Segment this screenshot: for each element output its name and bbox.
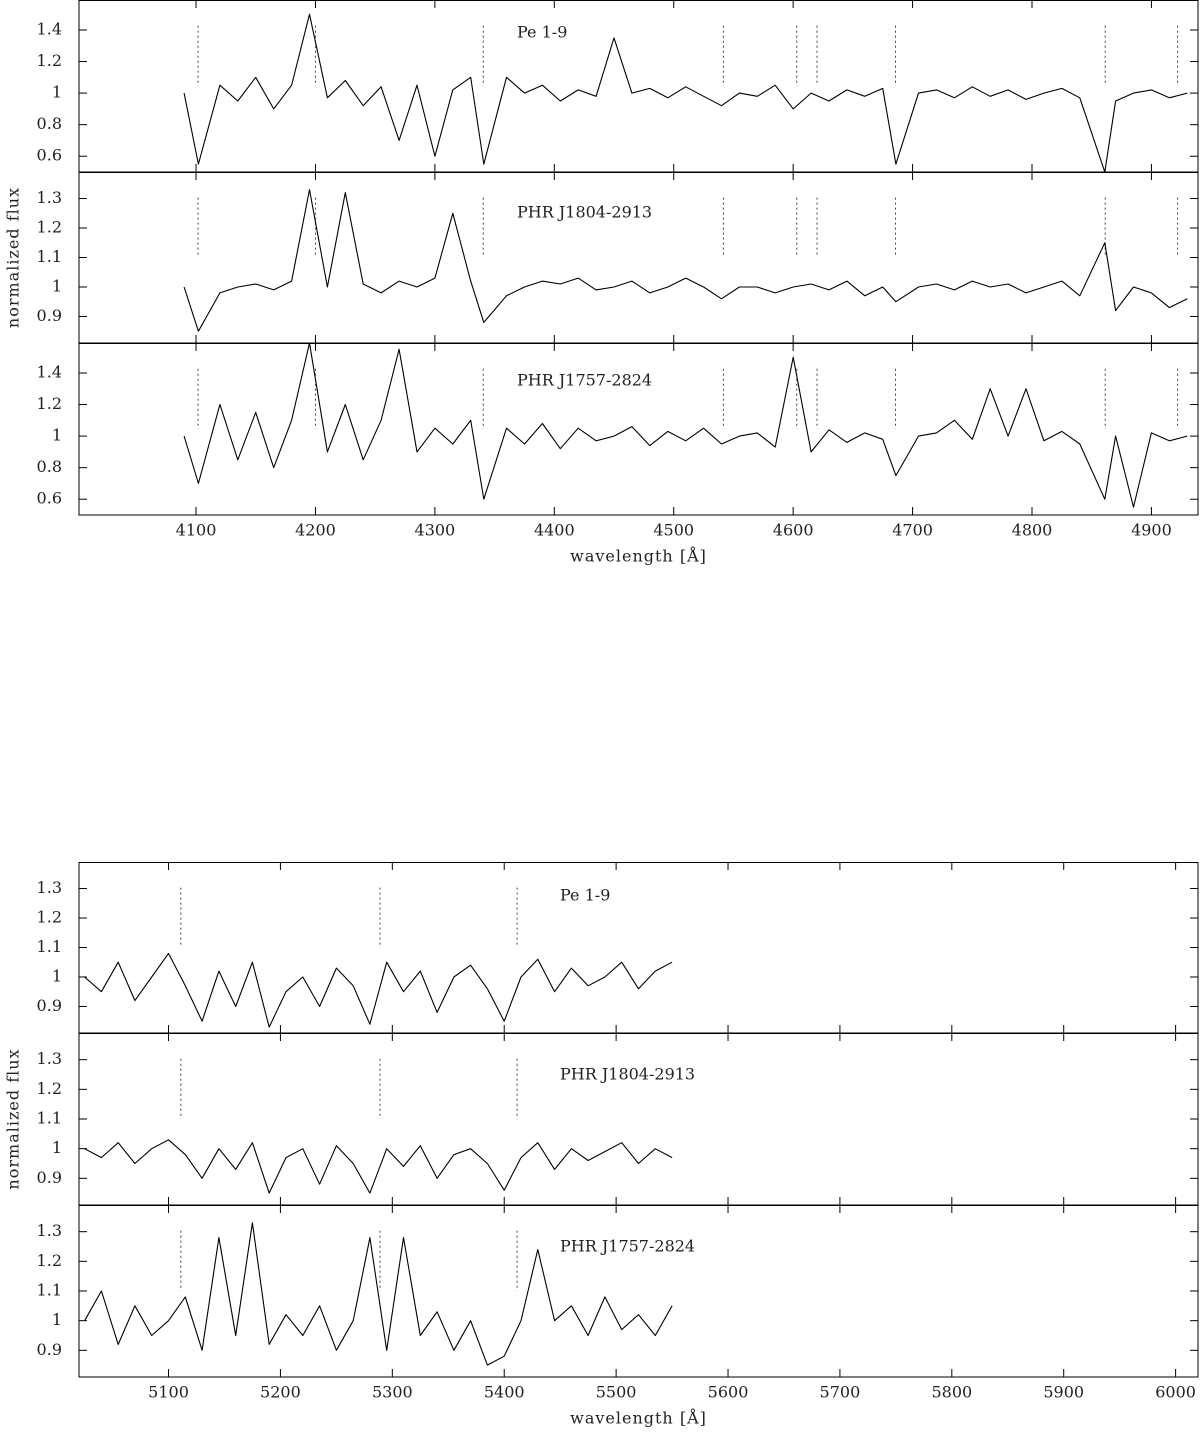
y-tick-label: 1.3 xyxy=(37,1221,62,1240)
y-tick-label: 0.6 xyxy=(37,146,62,165)
y-tick-label: 1.3 xyxy=(37,188,62,207)
y-tick-label: 1.3 xyxy=(37,1049,62,1068)
panel-title: PHR J1804-2913 xyxy=(560,1065,695,1084)
x-tick-label: 4100 xyxy=(176,521,217,540)
panel-frame xyxy=(78,0,1199,173)
x-tick-label: 4800 xyxy=(1012,521,1053,540)
y-tick-label: 1.1 xyxy=(37,1109,62,1128)
y-tick-label: 0.9 xyxy=(37,996,62,1015)
x-tick-label: 6000 xyxy=(1155,1383,1196,1402)
spectrum-line xyxy=(84,1139,673,1194)
x-tick-label: 5800 xyxy=(931,1383,972,1402)
x-tick-label: 5600 xyxy=(708,1383,749,1402)
panel-title: Pe 1-9 xyxy=(560,886,610,905)
panel-frame xyxy=(78,1205,1199,1378)
panel xyxy=(84,887,673,1028)
panel-frame xyxy=(78,172,1199,344)
panel xyxy=(183,13,1188,172)
y-tick-label: 1 xyxy=(52,426,62,445)
x-tick-label: 4500 xyxy=(653,521,694,540)
x-axis-label: wavelength [Å] xyxy=(570,1408,707,1428)
y-tick-label: 1 xyxy=(52,1310,62,1329)
panel-frame xyxy=(78,862,1199,1034)
x-tick-label: 5500 xyxy=(596,1383,637,1402)
x-tick-label: 4300 xyxy=(415,521,456,540)
x-tick-label: 4900 xyxy=(1131,521,1172,540)
y-tick-label: 1 xyxy=(52,276,62,295)
x-tick-label: 5200 xyxy=(260,1383,301,1402)
y-tick-label: 1.4 xyxy=(37,362,62,381)
y-tick-label: 1.1 xyxy=(37,247,62,266)
panel-frame xyxy=(78,1033,1199,1206)
y-tick-label: 1.3 xyxy=(37,878,62,897)
y-tick-label: 1.1 xyxy=(37,1281,62,1300)
x-tick-label: 4200 xyxy=(295,521,336,540)
y-tick-label: 1.4 xyxy=(37,19,62,38)
x-tick-label: 5400 xyxy=(484,1383,525,1402)
panel-title: PHR J1757-2824 xyxy=(517,371,652,390)
y-tick-label: 1.2 xyxy=(37,51,62,70)
x-tick-label: 4600 xyxy=(773,521,814,540)
spectrum-line xyxy=(84,952,673,1028)
spectrum-line xyxy=(183,13,1188,172)
y-tick-label: 1 xyxy=(52,1138,62,1157)
spectrum-line xyxy=(183,189,1188,332)
panel xyxy=(84,1222,673,1366)
x-tick-label: 5100 xyxy=(148,1383,189,1402)
y-tick-label: 0.9 xyxy=(37,1168,62,1187)
y-axis-label: normalized flux xyxy=(4,1048,23,1189)
y-tick-label: 1.2 xyxy=(37,908,62,927)
panel xyxy=(84,1058,673,1194)
y-tick-label: 1.2 xyxy=(37,1079,62,1098)
panel xyxy=(183,189,1188,332)
y-tick-label: 1.2 xyxy=(37,1251,62,1270)
spectrum-line xyxy=(84,1222,673,1366)
panel-title: PHR J1757-2824 xyxy=(560,1237,695,1256)
x-tick-label: 5900 xyxy=(1043,1383,1084,1402)
panel-frame xyxy=(78,343,1199,516)
y-tick-label: 0.8 xyxy=(37,114,62,133)
y-tick-label: 0.8 xyxy=(37,457,62,476)
spectrum-line xyxy=(183,343,1188,508)
y-tick-label: 1 xyxy=(52,83,62,102)
panel-title: Pe 1-9 xyxy=(517,23,567,42)
panel xyxy=(183,343,1188,508)
panel-title: PHR J1804-2913 xyxy=(517,203,652,222)
y-tick-label: 1.2 xyxy=(37,218,62,237)
y-tick-label: 1.2 xyxy=(37,394,62,413)
y-tick-label: 0.9 xyxy=(37,1340,62,1359)
x-tick-label: 5700 xyxy=(820,1383,861,1402)
y-tick-label: 0.9 xyxy=(37,306,62,325)
y-tick-label: 1 xyxy=(52,966,62,985)
y-tick-label: 1.1 xyxy=(37,937,62,956)
x-tick-label: 4400 xyxy=(534,521,575,540)
y-tick-label: 0.6 xyxy=(37,489,62,508)
x-tick-label: 5300 xyxy=(372,1383,413,1402)
x-tick-label: 4700 xyxy=(892,521,933,540)
y-axis-label: normalized flux xyxy=(4,187,23,328)
x-axis-label: wavelength [Å] xyxy=(570,546,707,566)
